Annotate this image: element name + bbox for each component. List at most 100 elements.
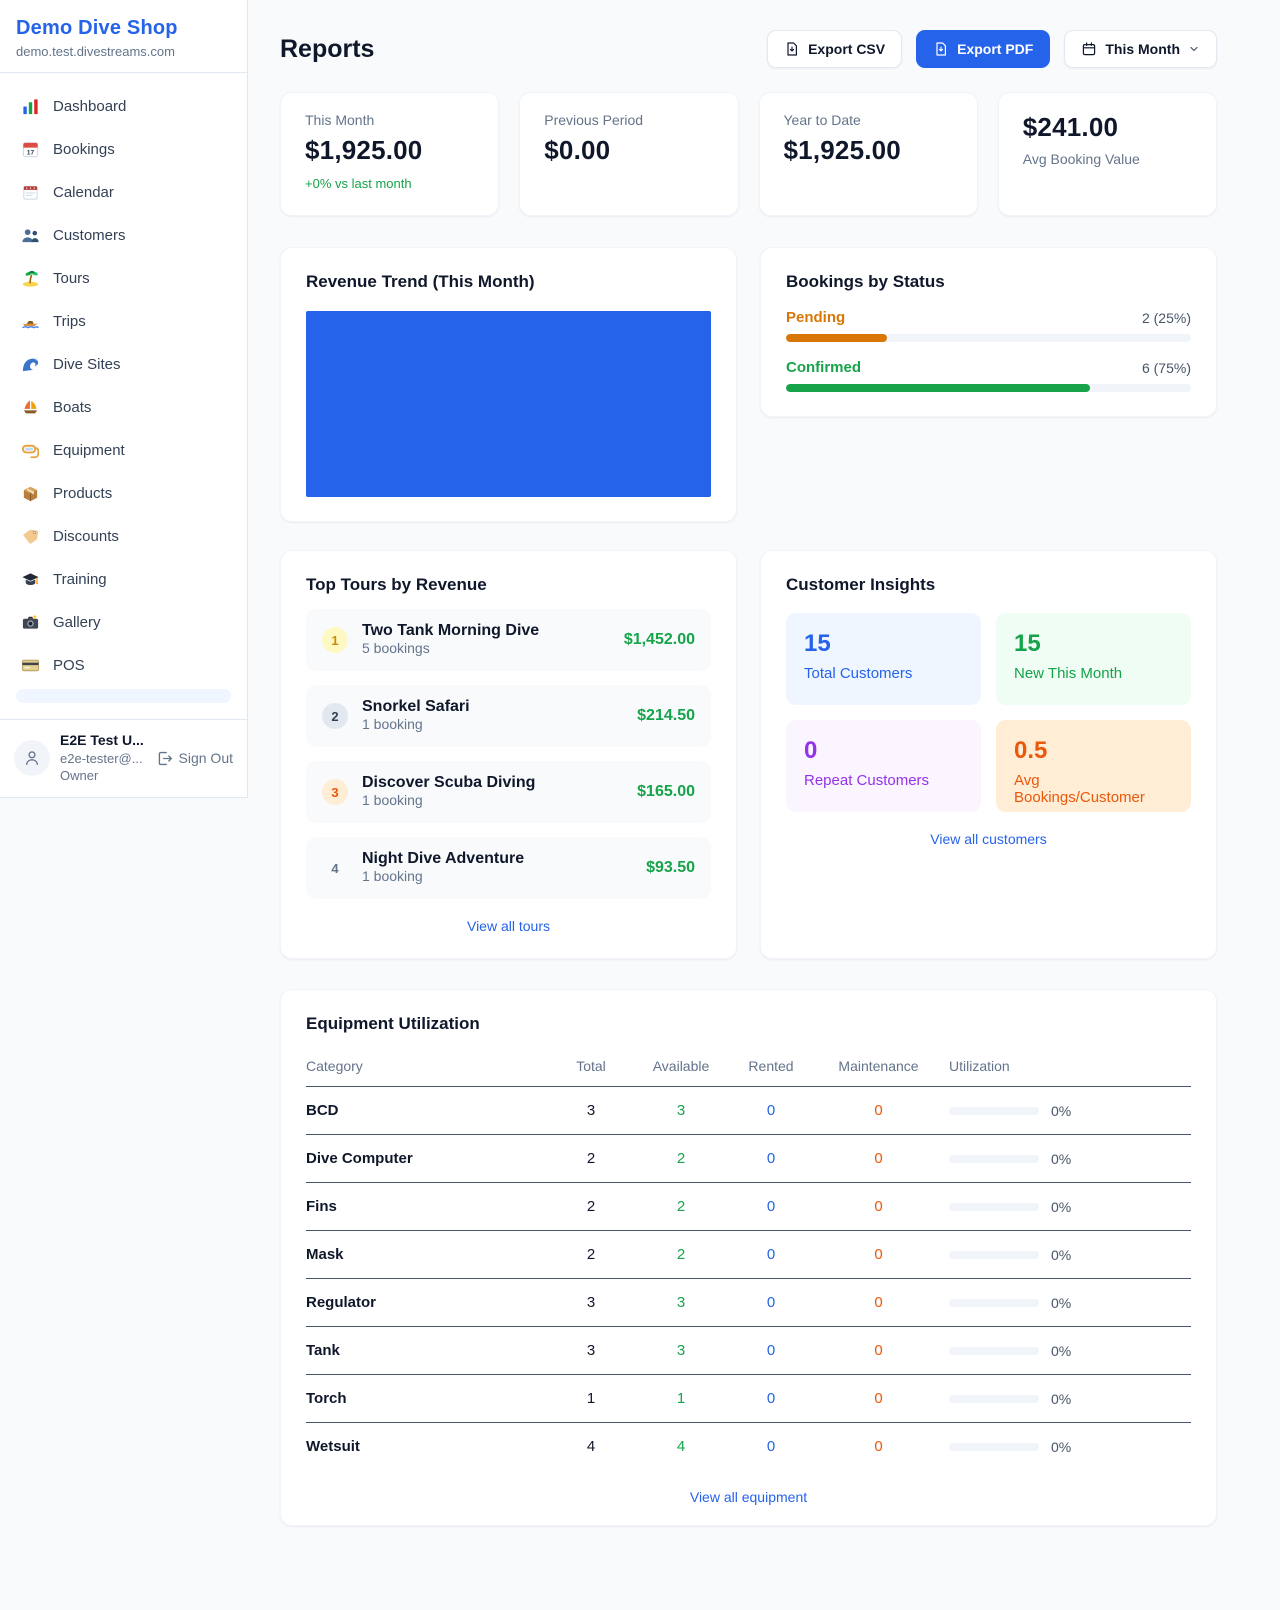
tour-row: 1 Two Tank Morning Dive 5 bookings $1,452… (306, 609, 711, 671)
sidebar-item-label: Bookings (53, 140, 115, 158)
main-content: Reports Export CSV Export PDF This Month… (248, 0, 1280, 1610)
view-all-customers-link[interactable]: View all customers (930, 831, 1047, 847)
cell-category: Dive Computer (306, 1134, 546, 1183)
cell-total: 4 (586, 1438, 596, 1455)
sidebar-item-boats[interactable]: Boats (8, 388, 239, 426)
cell-maintenance: 0 (816, 1230, 941, 1279)
progress-fill-pending (786, 334, 888, 342)
export-pdf-button[interactable]: Export PDF (916, 30, 1051, 68)
cell-available: 3 (636, 1278, 726, 1327)
period-dropdown[interactable]: This Month (1064, 30, 1217, 68)
sidebar-item-label: Discounts (53, 527, 119, 545)
cell-rented: 0 (726, 1086, 816, 1135)
tour-bookings: 1 booking (362, 868, 423, 884)
tour-revenue: $1,452.00 (623, 631, 695, 648)
sidebar-item-label: Calendar (53, 183, 114, 201)
progress-track (786, 334, 1191, 342)
stat-card-this-month: This Month $1,925.00 +0% vs last month (280, 92, 500, 216)
sidebar-item-trips[interactable]: Trips (8, 302, 239, 340)
stat-card-avg-booking-value: $241.00 Avg Booking Value (997, 92, 1217, 216)
sidebar-item-equipment[interactable]: Equipment (8, 431, 239, 469)
export-csv-button[interactable]: Export CSV (767, 30, 903, 68)
cell-rented: 0 (766, 1438, 776, 1455)
sidebar-item-calendar[interactable]: Calendar (8, 173, 239, 211)
sidebar-header: Demo Dive Shop demo.test.divestreams.com (0, 0, 247, 73)
graduation-cap-icon (20, 569, 40, 589)
tour-revenue: $165.00 (637, 783, 695, 800)
sidebar-item-pos[interactable]: POS (8, 646, 239, 684)
tour-row: 2 Snorkel Safari 1 booking $214.50 (306, 685, 711, 747)
sidebar-item-label: Gallery (53, 613, 101, 631)
cell-available: 3 (636, 1086, 726, 1135)
cell-available: 3 (636, 1326, 726, 1375)
view-all-equipment-link[interactable]: View all equipment (689, 1489, 808, 1505)
cell-utilization: 0% (941, 1134, 1191, 1183)
calendar-date-icon: 17 (20, 139, 40, 159)
shop-domain: demo.test.divestreams.com (16, 44, 175, 59)
rank-badge: 4 (331, 860, 339, 876)
cell-total: 2 (546, 1182, 636, 1231)
insight-value: 15 (1014, 630, 1041, 657)
col-category: Category (306, 1048, 546, 1087)
cell-category: Tank (306, 1326, 546, 1375)
sign-out-button[interactable]: Sign Out (156, 750, 233, 767)
customer-insights-panel: Customer Insights 15 Total Customers 15 … (760, 550, 1217, 959)
cell-category: Regulator (306, 1278, 546, 1327)
sidebar-item-label: Equipment (53, 441, 125, 459)
cell-total: 3 (546, 1086, 636, 1135)
sailboat-icon (20, 397, 40, 417)
cell-maintenance: 0 (816, 1134, 941, 1183)
stats-row: This Month $1,925.00 +0% vs last month P… (280, 92, 1217, 216)
insight-value: 15 (804, 630, 831, 657)
table-row: Regulator 3 3 0 0 0% (306, 1278, 1191, 1327)
view-all-tours-link[interactable]: View all tours (466, 918, 550, 934)
dive-mask-icon (20, 440, 40, 460)
sidebar-item-tours[interactable]: Tours (8, 259, 239, 297)
cell-available: 2 (636, 1230, 726, 1279)
cell-maintenance: 0 (816, 1326, 941, 1375)
utilization-pct: 0% (1051, 1342, 1072, 1359)
status-row-pending: Pending 2 (25%) (786, 309, 1191, 342)
status-count-pending: 2 (25%) (1141, 309, 1191, 326)
utilization-pct: 0% (1051, 1246, 1072, 1263)
cell-available: 2 (636, 1134, 726, 1183)
cell-category: Mask (306, 1230, 546, 1279)
stat-label: Avg Booking Value (1022, 151, 1140, 167)
insight-tile-avg-bookings: 0.5 Avg Bookings/Customer (996, 720, 1191, 812)
sidebar-item-reports-selected-partial[interactable] (16, 689, 231, 703)
sidebar-item-dashboard[interactable]: Dashboard (8, 87, 239, 125)
insight-value: 0.5 (1014, 737, 1048, 764)
export-pdf-label: Export PDF (957, 41, 1034, 57)
sidebar-item-customers[interactable]: Customers (8, 216, 239, 254)
sidebar-item-discounts[interactable]: Discounts (8, 517, 239, 555)
cell-rented: 0 (726, 1134, 816, 1183)
file-download-icon (787, 42, 798, 56)
utilization-bar (949, 1250, 1039, 1259)
shop-name: Demo Dive Shop (16, 17, 178, 39)
credit-card-icon (20, 655, 40, 675)
cell-available: 2 (636, 1182, 726, 1231)
sidebar-item-bookings[interactable]: 17 Bookings (8, 130, 239, 168)
table-row: Mask 2 2 0 0 0% (306, 1230, 1191, 1279)
sidebar-item-dive-sites[interactable]: Dive Sites (8, 345, 239, 383)
sidebar-item-products[interactable]: Products (8, 474, 239, 512)
status-label-pending: Pending (786, 309, 846, 326)
sidebar-item-label: Training (53, 570, 107, 588)
cell-utilization: 0% (941, 1182, 1191, 1231)
utilization-bar (949, 1346, 1039, 1355)
person-icon (25, 751, 39, 765)
cell-category: Fins (306, 1182, 546, 1231)
stat-label: Year to Date (783, 112, 861, 128)
tour-bookings: 1 booking (362, 716, 423, 732)
cell-utilization: 0% (941, 1278, 1191, 1327)
wave-icon (20, 354, 40, 374)
rank-badge: 2 (322, 703, 348, 729)
cell-total: 3 (546, 1326, 636, 1375)
sidebar-item-gallery[interactable]: Gallery (8, 603, 239, 641)
sidebar-item-training[interactable]: Training (8, 560, 239, 598)
page-title: Reports (280, 34, 375, 63)
stat-card-year-to-date: Year to Date $1,925.00 (758, 92, 978, 216)
insight-label: New This Month (1014, 665, 1123, 682)
bookings-by-status-panel: Bookings by Status Pending 2 (25%) Confi… (760, 247, 1217, 417)
cell-maintenance: 0 (816, 1278, 941, 1327)
